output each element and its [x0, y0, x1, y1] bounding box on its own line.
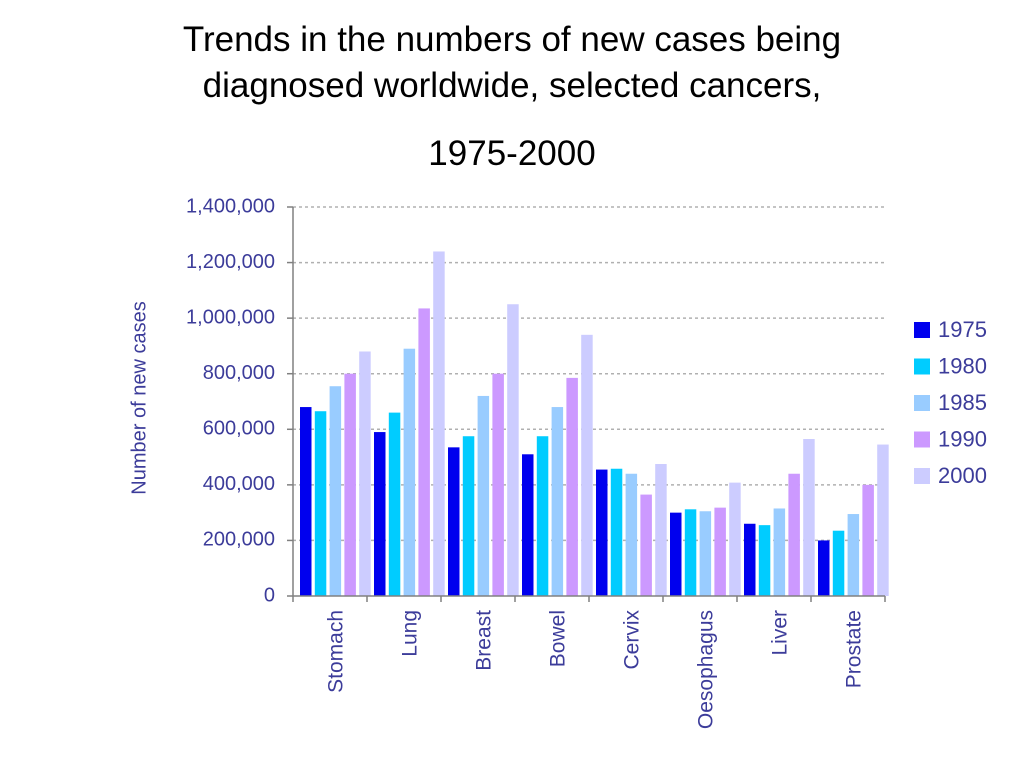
y-tick-label: 0	[264, 584, 275, 606]
bar-prostate-1980	[832, 530, 845, 596]
bar-lung-1980	[388, 412, 401, 596]
bar-lung-2000	[433, 251, 445, 596]
bar-stomach-1980	[314, 411, 327, 596]
bar-cervix-1975	[596, 469, 608, 596]
bar-oesophagus-1980	[684, 509, 697, 596]
y-tick-label: 1,400,000	[186, 195, 275, 217]
chart-title-line-3: 1975-2000	[428, 134, 596, 173]
y-axis-label: Number of new cases	[128, 301, 150, 494]
bar-liver-1980	[758, 525, 771, 596]
y-tick-label: 800,000	[203, 362, 275, 384]
bar-lung-1990	[418, 308, 430, 596]
legend-label-2000: 2000	[938, 463, 987, 488]
legend-swatch-2000	[914, 468, 930, 484]
legend: 1975 1980 1985 1990 2000	[914, 317, 987, 488]
bar-liver-2000	[803, 439, 815, 596]
y-tick-label: 1,200,000	[186, 251, 275, 273]
bar-lung-1985	[403, 348, 416, 596]
bar-prostate-1985	[847, 514, 860, 596]
x-category-label: Prostate	[843, 610, 866, 688]
x-category-label: Breast	[473, 610, 496, 671]
y-tick-label: 600,000	[203, 418, 275, 440]
axes	[292, 207, 886, 602]
bar-breast-1985	[477, 395, 490, 596]
bar-prostate-1975	[818, 540, 830, 596]
bar-stomach-1990	[344, 373, 356, 596]
bar-breast-1975	[448, 447, 460, 596]
y-tick-label: 1,000,000	[186, 306, 275, 328]
bar-bowel-1980	[536, 436, 549, 596]
y-tick-label: 200,000	[203, 529, 275, 551]
bar-stomach-1985	[329, 386, 342, 596]
x-category-label: Oesophagus	[695, 610, 718, 729]
bar-liver-1985	[773, 508, 786, 596]
bar-bowel-1975	[522, 454, 534, 596]
bar-cervix-1985	[625, 473, 638, 596]
legend-swatch-1985	[914, 395, 930, 411]
bar-stomach-2000	[359, 351, 371, 596]
x-axis-categories: Stomach Lung Breast Bowel Cervix Oesophagus Li…	[325, 610, 866, 730]
legend-label-1980: 1980	[938, 353, 987, 378]
chart-title-line-2: diagnosed worldwide, selected cancers,	[202, 66, 822, 105]
legend-swatch-1975	[914, 322, 930, 338]
bar-prostate-1990	[862, 484, 874, 596]
bar-breast-1980	[462, 436, 475, 596]
y-axis-ticks: 0 200,000 400,000 600,000 800,000 1,000,000 1,…	[186, 195, 293, 606]
bar-oesophagus-1985	[699, 511, 712, 596]
bar-oesophagus-1990	[714, 507, 726, 596]
bar-cervix-2000	[655, 464, 667, 596]
bar-liver-1975	[744, 523, 756, 596]
bar-bowel-1985	[551, 407, 564, 596]
bar-liver-1990	[788, 473, 800, 596]
bar-bowel-1990	[566, 377, 578, 596]
bar-cervix-1990	[640, 494, 652, 596]
bar-lung-1975	[374, 432, 386, 596]
chart-title-line-1: Trends in the numbers of new cases being	[182, 20, 842, 59]
bar-oesophagus-1975	[670, 512, 682, 596]
legend-swatch-1980	[914, 358, 930, 375]
x-category-label: Stomach	[325, 610, 348, 693]
bar-breast-2000	[507, 304, 519, 596]
legend-label-1975: 1975	[938, 317, 987, 342]
legend-label-1985: 1985	[938, 390, 987, 415]
bar-cervix-1980	[610, 468, 623, 596]
bars	[300, 251, 889, 596]
bar-stomach-1975	[300, 407, 312, 596]
x-category-label: Bowel	[547, 610, 570, 667]
x-category-label: Liver	[769, 610, 792, 656]
bar-oesophagus-2000	[729, 482, 741, 596]
y-tick-label: 400,000	[203, 473, 275, 495]
legend-label-1990: 1990	[938, 426, 987, 451]
bar-bowel-2000	[581, 334, 593, 596]
bar-prostate-2000	[877, 444, 889, 596]
bar-breast-1990	[492, 373, 504, 596]
legend-swatch-1990	[914, 431, 930, 448]
x-category-label: Lung	[399, 610, 422, 657]
x-category-label: Cervix	[621, 610, 644, 670]
